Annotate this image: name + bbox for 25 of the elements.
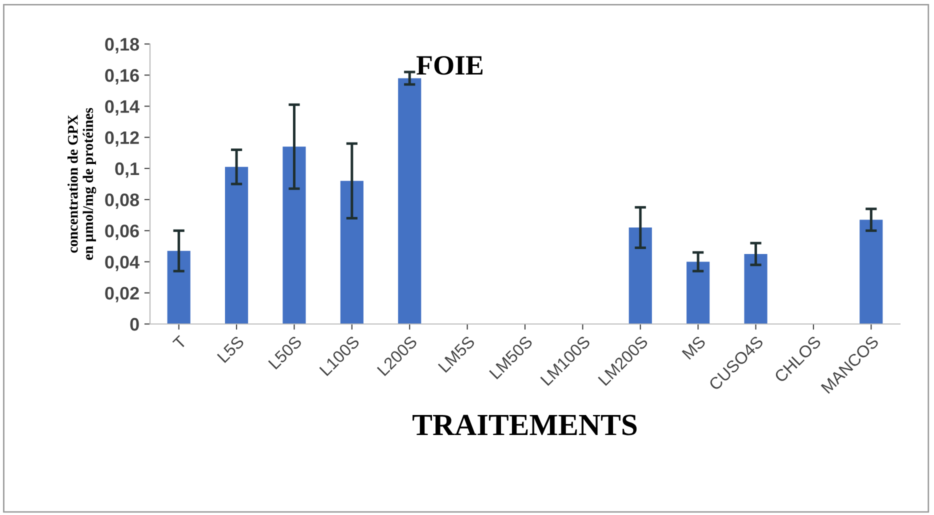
- bar: [282, 146, 306, 324]
- y-tick-label: 0,06: [105, 224, 139, 240]
- chart-title: FOIE: [416, 56, 483, 75]
- bar: [340, 180, 364, 324]
- x-tick-label: T: [172, 335, 188, 350]
- y-tick-label: 0,12: [105, 131, 139, 147]
- y-tick-label: 0,18: [105, 38, 140, 54]
- bar: [686, 262, 710, 324]
- y-tick-label: 0: [130, 318, 139, 331]
- y-tick-label: 0,14: [105, 100, 140, 116]
- x-tick-label: L5S: [216, 335, 245, 364]
- y-tick-label: 0,02: [105, 286, 139, 302]
- bar: [744, 254, 768, 324]
- bar: [860, 220, 883, 324]
- y-tick-label: 0,08: [105, 193, 140, 209]
- bar: [398, 78, 422, 324]
- bar: [225, 166, 248, 324]
- bar: [628, 228, 652, 324]
- y-tick-label: 0,1: [115, 162, 140, 178]
- x-axis-title: TRAITEMENTS: [412, 414, 637, 436]
- bar: [167, 250, 190, 324]
- y-axis-title: concentration de GPX en µmol/mg de protéines: [68, 108, 96, 260]
- y-tick-label: 0,04: [105, 256, 140, 272]
- y-tick-label: 0,16: [105, 69, 139, 84]
- x-tick-label: MS: [682, 335, 706, 360]
